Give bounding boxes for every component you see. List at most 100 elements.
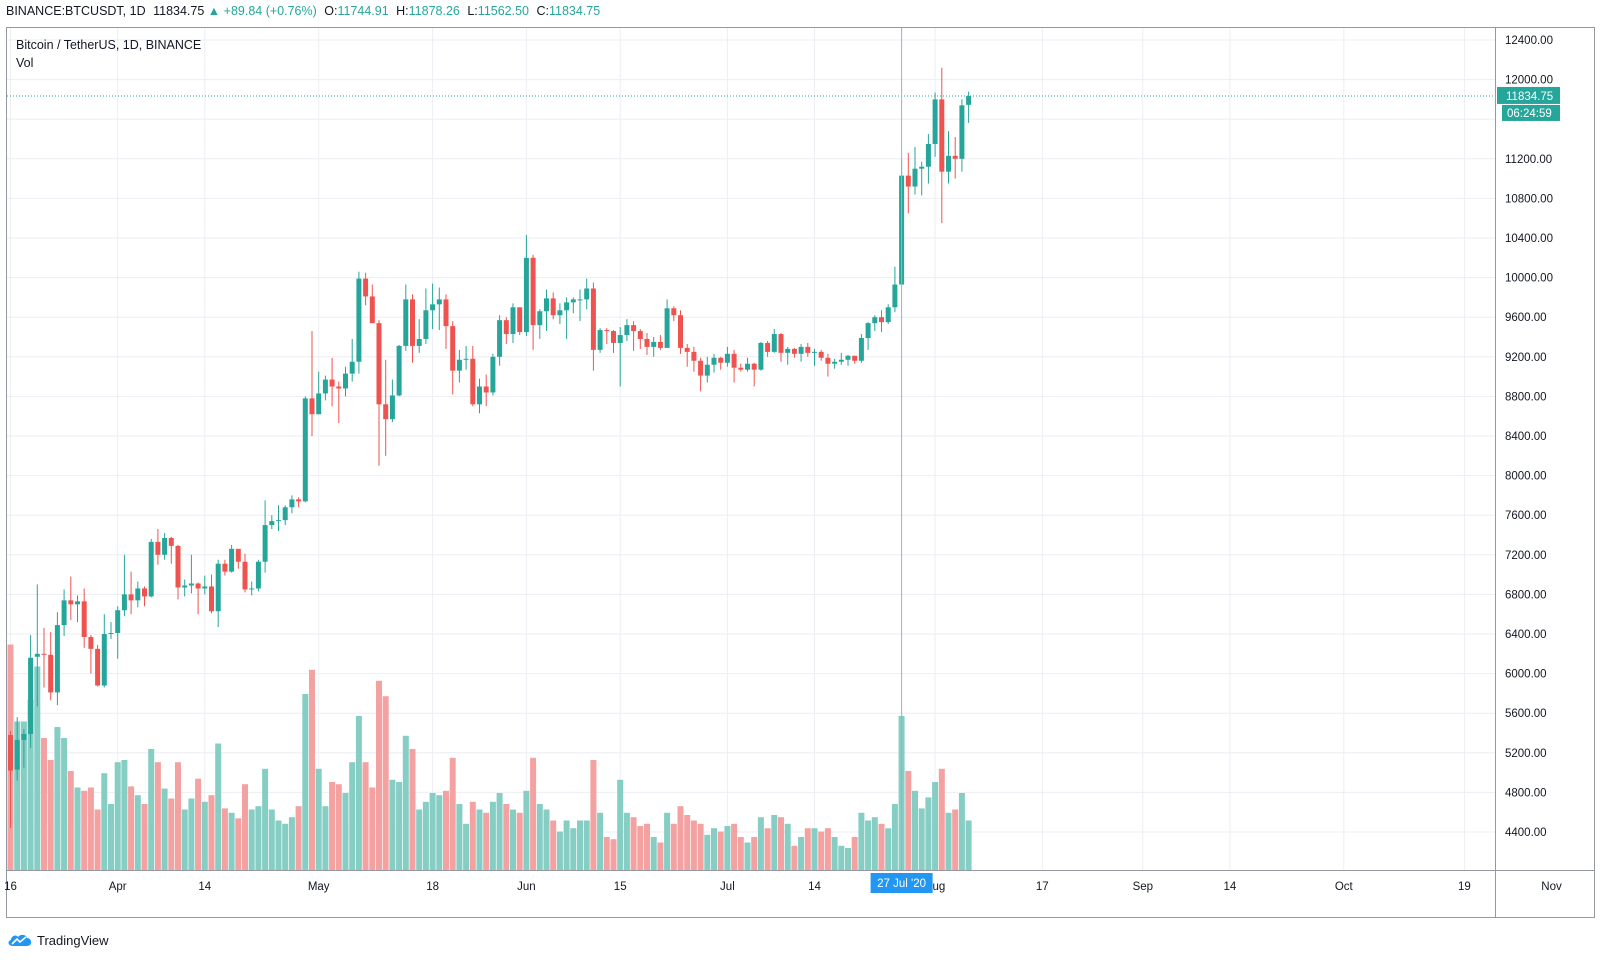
tradingview-logo[interactable]: TradingView [7,930,109,950]
candle [316,371,322,415]
crosshair-date-label [870,873,933,893]
volume-bar [362,762,369,870]
volume-bar [563,820,570,870]
candle [222,559,228,576]
volume-bar [342,793,349,870]
volume-bar [20,721,27,870]
volume-bar [422,801,429,870]
time-tick-label: 14 [808,881,821,893]
volume-bar [288,817,295,870]
candle-body [718,357,724,363]
candle-body [456,359,462,371]
candle-body [631,325,637,332]
volume-bar [764,828,771,870]
candle-body [88,636,94,649]
candle-body [48,654,54,693]
volume-bar [664,812,671,870]
volume-bar [369,787,376,870]
candle [28,634,34,748]
candle [423,288,429,344]
candle [363,272,369,306]
volume-bar [87,787,94,870]
volume-bar [784,823,791,870]
volume-bar [74,787,81,870]
candle-body [832,361,838,364]
candle-body [537,311,543,326]
volume-bar [677,806,684,870]
candle [644,333,650,355]
candle [946,131,951,184]
time-tick-label: 14 [198,881,211,893]
candle [389,379,395,423]
volume-bar [771,815,778,870]
volume-bar [690,820,697,870]
volume-bar [436,795,443,870]
candle [711,353,717,373]
candle [765,340,771,357]
candle-body [678,315,683,348]
candle-body [785,348,791,353]
volume-bar [228,812,235,870]
candle [691,346,697,372]
volume-bar [744,842,751,870]
candle [403,284,409,351]
candle-body [41,653,47,655]
candle [905,152,911,214]
price-tick-label: 6000.00 [1505,669,1547,681]
candle-body [430,304,436,311]
time-tick-label: Oct [1335,881,1354,893]
candle-body [222,563,228,572]
candle [497,315,503,366]
volume-bar [556,831,563,870]
volume-bar [804,828,811,870]
candle [872,315,878,332]
volume-bar [550,820,557,870]
candle-body [282,507,288,521]
candle [892,266,898,313]
candle-body [932,99,938,144]
candle-body [577,299,583,301]
candle-body [925,143,931,167]
candle [269,515,275,530]
volume-bar [891,804,898,870]
candle-body [450,326,456,371]
volume-bar [523,790,530,870]
price-axis: 4400.00 4800.00 5200.00 5600.00 6000.00 6400.… [1497,35,1560,839]
candle-body [95,648,101,686]
volume-bar [221,808,228,870]
pane-title[interactable]: Bitcoin / TetherUS, 1D, BINANCE [16,38,202,52]
volume-bar [590,760,597,870]
volume-bar [865,820,872,870]
price-tick-label: 10000.00 [1505,273,1553,285]
volume-bar [925,797,932,870]
close-value: 11834.75 [549,4,601,18]
candle-body [135,588,141,601]
time-tick-label: 14 [1224,881,1237,893]
candle-body [919,166,925,169]
candle [14,717,20,781]
candle-body [175,545,181,588]
symbol-name[interactable]: BINANCE:BTCUSDT, 1D [6,4,146,18]
candle-body [376,323,382,405]
candle-body [617,335,623,343]
candle [577,289,583,322]
candle [785,346,791,365]
candle [175,544,181,600]
candle [343,366,348,397]
candle-body [416,338,422,346]
candle-body [195,583,201,589]
candle-body [852,355,858,361]
volume-indicator-label[interactable]: Vol [16,56,34,70]
candle-body [309,398,315,415]
candle-body [791,348,797,354]
candle [718,356,724,370]
volume-bar [603,837,610,870]
candle [34,584,40,707]
volume-bar [81,790,88,870]
volume-bar [208,795,215,870]
candle-body [698,360,704,376]
volume-bar [644,823,650,870]
candle-body [363,278,369,297]
candle-body [691,351,697,361]
